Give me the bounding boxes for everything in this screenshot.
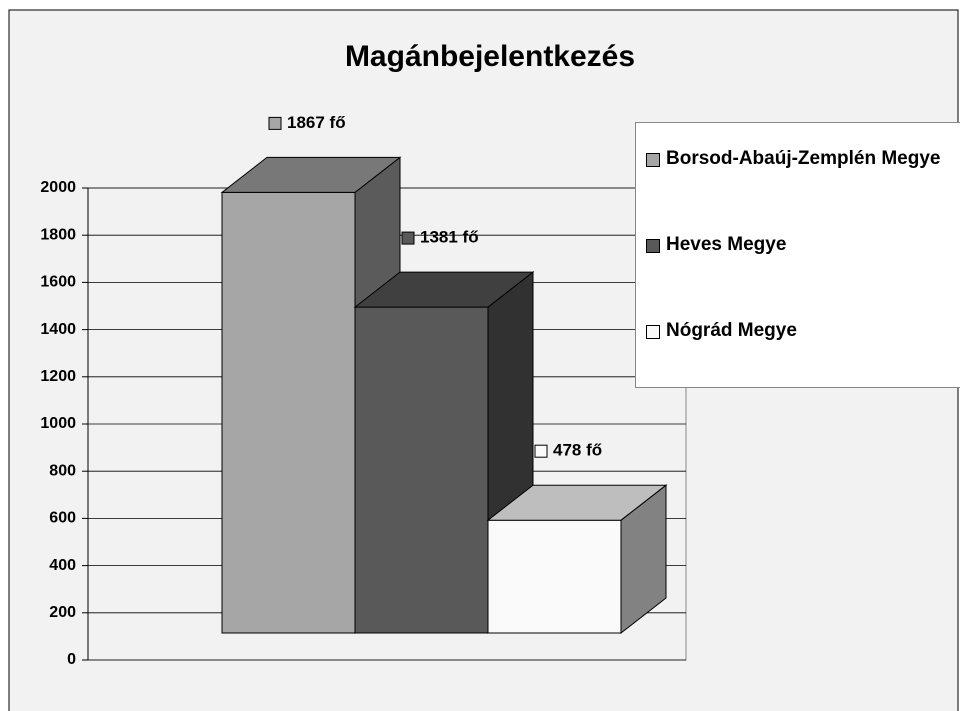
chart-title: Magánbejelentkezés [345,40,635,73]
legend-swatch [646,153,660,167]
legend-entry: Nógrád Megye [646,319,946,343]
bar [221,191,356,634]
bar-top [220,156,402,193]
legend: Borsod-Abaúj-Zemplén Megye Heves Megye Nóg… [635,122,960,388]
y-tick-label: 1800 [40,226,76,243]
y-tick-label: 600 [49,510,76,527]
legend-entry: Heves Megye [646,233,946,257]
y-tick-label: 400 [49,557,76,574]
bar-top [486,484,668,521]
data-label-swatch [268,116,282,130]
bar [354,306,489,634]
data-label: 1381 fő [420,228,479,247]
y-tick-label: 800 [49,462,76,479]
data-label: 478 fő [553,441,602,460]
y-tick-label: 2000 [40,179,76,196]
y-tick-label: 1400 [40,321,76,338]
data-label-swatch [401,231,415,245]
data-label-swatch [534,444,548,458]
legend-label: Nógrád Megye [666,320,797,341]
legend-label: Borsod-Abaúj-Zemplén Megye [666,148,941,169]
bar-top [353,271,535,308]
y-tick-label: 1000 [40,415,76,432]
legend-swatch [646,239,660,253]
legend-swatch [646,325,660,339]
data-label: 1867 fő [287,113,346,132]
legend-label: Heves Megye [666,234,787,255]
y-tick-label: 0 [67,651,76,668]
y-tick-label: 1200 [40,368,76,385]
y-tick-label: 200 [49,604,76,621]
legend-entry: Borsod-Abaúj-Zemplén Megye [646,147,946,171]
bar [487,519,622,634]
y-tick-label: 1600 [40,274,76,291]
